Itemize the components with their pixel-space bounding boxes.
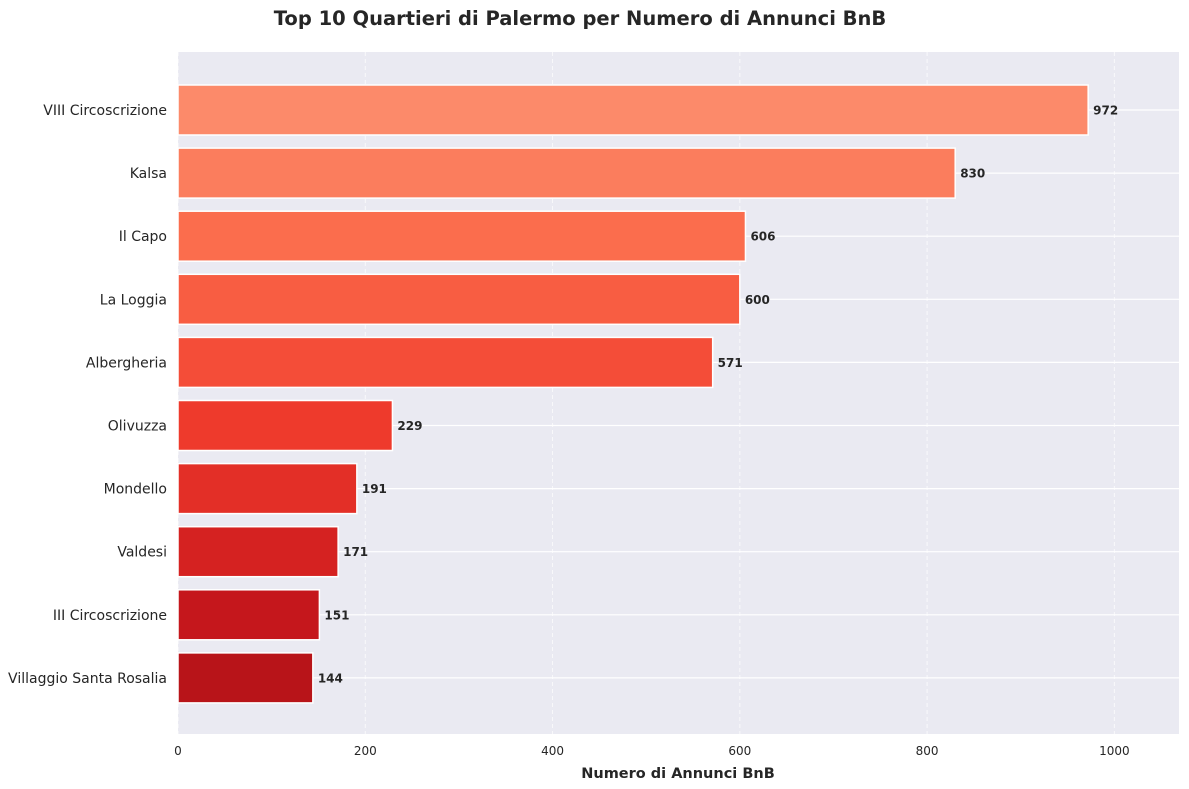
bar — [178, 337, 713, 387]
value-label: 606 — [750, 230, 775, 244]
category-label: VIII Circoscrizione — [43, 103, 167, 119]
x-tick-label: 1000 — [1099, 744, 1130, 758]
category-label: Valdesi — [117, 545, 167, 561]
value-label: 171 — [343, 545, 368, 559]
category-label: III Circoscrizione — [53, 608, 167, 624]
value-label: 571 — [718, 356, 743, 370]
chart-title: Top 10 Quartieri di Palermo per Numero d… — [274, 7, 887, 30]
bar — [178, 653, 313, 703]
value-label: 151 — [324, 608, 349, 622]
x-tick-label: 0 — [174, 744, 182, 758]
category-label: Il Capo — [119, 229, 167, 245]
value-label: 830 — [960, 167, 985, 181]
value-label: 229 — [397, 419, 422, 433]
value-label: 972 — [1093, 104, 1118, 118]
x-tick-label: 400 — [541, 744, 564, 758]
x-tick-label: 200 — [354, 744, 377, 758]
category-label: Villaggio Santa Rosalia — [8, 671, 167, 687]
x-tick-labels: 0 200 400 600 800 1000 — [174, 744, 1129, 758]
bar — [178, 148, 955, 198]
bar — [178, 401, 392, 451]
category-label: Mondello — [104, 482, 167, 498]
value-label: 600 — [745, 293, 770, 307]
bar — [178, 590, 319, 640]
category-label: Kalsa — [130, 166, 167, 182]
category-labels: VIII Circoscrizione Kalsa Il Capo La Loggia… — [8, 103, 167, 687]
x-tick-label: 600 — [728, 744, 751, 758]
value-label: 144 — [318, 671, 343, 685]
bar — [178, 464, 357, 514]
category-label: La Loggia — [100, 292, 167, 308]
category-label: Olivuzza — [108, 419, 167, 435]
value-label: 191 — [362, 482, 387, 496]
category-label: Albergheria — [86, 355, 167, 371]
x-tick-label: 800 — [916, 744, 939, 758]
bar — [178, 274, 740, 324]
x-axis-label: Numero di Annunci BnB — [581, 766, 775, 782]
bar — [178, 85, 1088, 135]
bar — [178, 211, 745, 261]
bar — [178, 527, 338, 577]
